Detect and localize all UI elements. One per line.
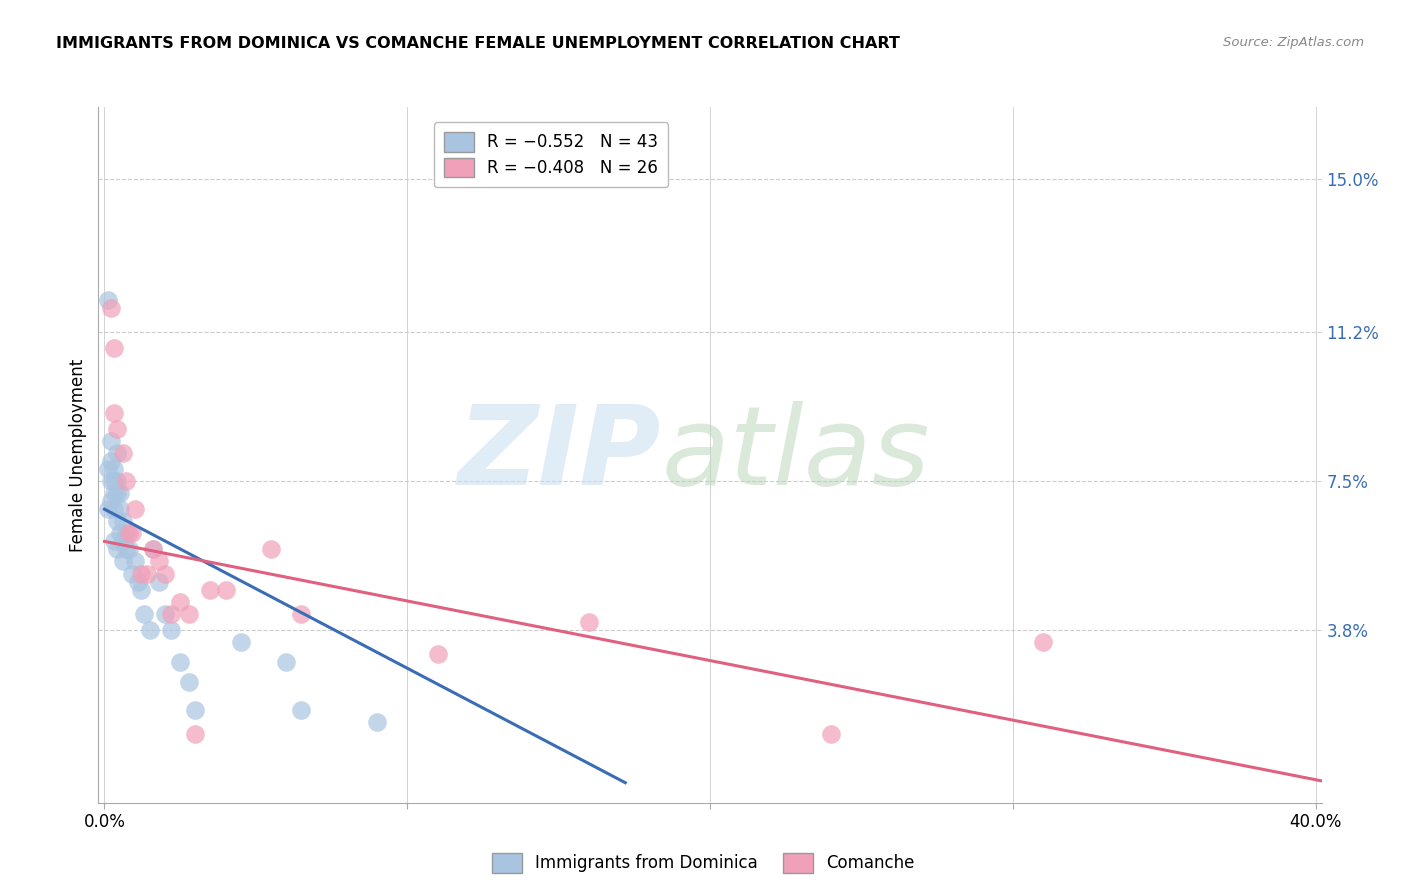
Point [153,566,176,581]
Point [127,574,149,589]
Point [160,623,183,637]
Point [153,607,176,621]
Point [276,655,298,669]
Point [103,474,125,488]
Point [103,462,125,476]
Point [108,502,131,516]
Point [148,554,170,568]
Point [96,462,118,476]
Point [118,526,141,541]
Point [366,715,388,730]
Point [179,675,201,690]
Point [100,474,122,488]
Point [105,486,128,500]
Y-axis label: Female Unemployment: Female Unemployment [69,359,87,551]
Point [114,542,136,557]
Point [103,534,125,549]
Text: atlas: atlas [661,401,929,508]
Point [111,534,134,549]
Point [108,486,131,500]
Text: Source: ZipAtlas.com: Source: ZipAtlas.com [1223,36,1364,49]
Point [96,502,118,516]
Point [96,293,118,307]
Text: ZIP: ZIP [457,401,661,508]
Text: IMMIGRANTS FROM DOMINICA VS COMANCHE FEMALE UNEMPLOYMENT CORRELATION CHART: IMMIGRANTS FROM DOMINICA VS COMANCHE FEM… [56,36,900,51]
Point [100,434,122,448]
Point [100,301,122,315]
Point [121,566,143,581]
Point [426,647,449,661]
Point [100,494,122,508]
Point [114,526,136,541]
Point [135,566,157,581]
Point [200,582,222,597]
Point [111,446,134,460]
Point [114,474,136,488]
Point [118,542,141,557]
Point [111,514,134,528]
Point [184,727,207,741]
Point [103,342,125,356]
Point [105,422,128,436]
Point [105,514,128,528]
Point [578,615,600,629]
Point [108,526,131,541]
Point [290,703,312,717]
Point [100,454,122,468]
Point [103,486,125,500]
Point [139,623,162,637]
Point [124,554,146,568]
Point [121,526,143,541]
Point [169,655,191,669]
Point [184,703,207,717]
Point [290,607,312,621]
Point [142,542,165,557]
Point [148,574,170,589]
Point [132,607,155,621]
Point [179,607,201,621]
Point [160,607,183,621]
Legend: Immigrants from Dominica, Comanche: Immigrants from Dominica, Comanche [485,847,921,880]
Point [1032,635,1054,649]
Point [129,566,152,581]
Point [105,474,128,488]
Point [260,542,283,557]
Point [142,542,165,557]
Point [214,582,236,597]
Point [124,502,146,516]
Point [169,595,191,609]
Point [103,502,125,516]
Point [129,582,152,597]
Point [111,554,134,568]
Point [105,446,128,460]
Point [103,406,125,420]
Point [105,542,128,557]
Point [820,727,842,741]
Point [229,635,252,649]
Legend: R = −0.552   N = 43, R = −0.408   N = 26: R = −0.552 N = 43, R = −0.408 N = 26 [434,122,668,187]
